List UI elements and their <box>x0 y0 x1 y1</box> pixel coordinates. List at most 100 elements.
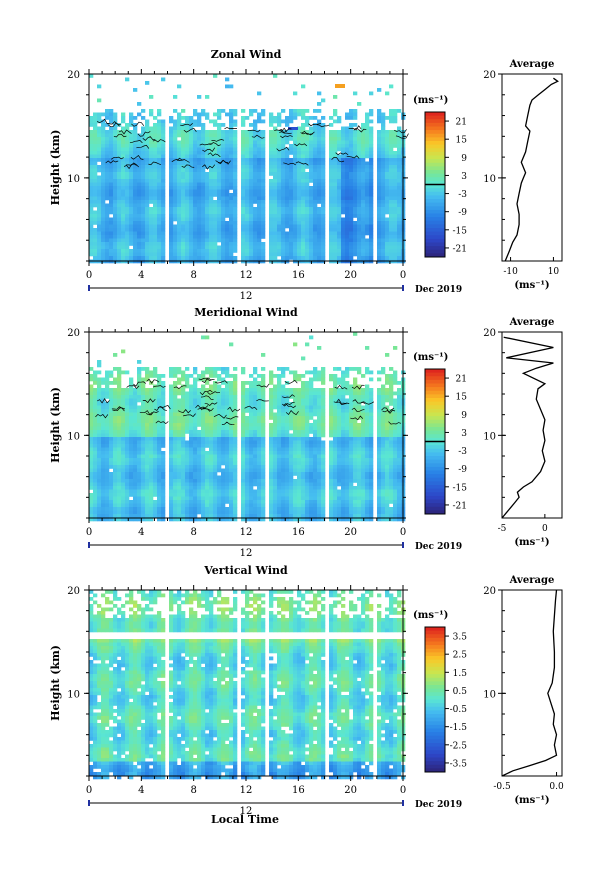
meridional-cell <box>173 426 178 431</box>
zonal-cell <box>369 186 374 190</box>
meridional-cell <box>225 419 230 424</box>
zonal-cell <box>337 133 342 138</box>
meridional-cell <box>109 440 114 445</box>
meridional-cell <box>133 409 138 413</box>
meridional-cell <box>213 507 218 511</box>
zonal-cell <box>213 256 218 260</box>
zonal-cell <box>365 165 370 169</box>
zonal-cell <box>337 228 342 232</box>
zonal-cell <box>113 221 118 225</box>
meridional-cell <box>161 493 166 497</box>
zonal-cell <box>153 144 158 148</box>
zonal-cell <box>349 245 354 250</box>
zonal-cell <box>133 144 138 148</box>
zonal-cell <box>149 112 154 117</box>
meridional-cell <box>229 342 234 347</box>
meridional-cell <box>189 398 194 403</box>
meridional-cell <box>105 426 110 431</box>
zonal-cell <box>181 235 186 239</box>
zonal-cell <box>273 245 278 250</box>
meridional-cell <box>197 395 202 399</box>
zonal-cell <box>153 252 158 257</box>
zonal-cell <box>181 196 186 201</box>
zonal-cell <box>357 210 362 215</box>
zonal-cell <box>129 231 134 236</box>
zonal-cell <box>205 161 210 166</box>
zonal-cell <box>385 130 390 134</box>
meridional-cell <box>201 479 206 483</box>
meridional-cell <box>249 486 254 490</box>
zonal-cell <box>253 165 258 169</box>
zonal-cell <box>353 154 358 159</box>
zonal-cell <box>309 231 314 236</box>
zonal-cell <box>133 193 138 197</box>
zonal-cell <box>117 207 122 211</box>
meridional-cell <box>105 454 110 459</box>
meridional-cell <box>145 517 150 522</box>
zonal-cell <box>197 130 202 134</box>
zonal-cell <box>321 242 326 246</box>
zonal-cell <box>349 221 354 225</box>
meridional-cell <box>133 395 138 399</box>
meridional-cell <box>153 514 158 518</box>
meridional-cell <box>221 451 226 455</box>
zonal-cell <box>181 116 186 120</box>
zonal-cell <box>141 242 146 246</box>
meridional-cell <box>149 517 154 522</box>
zonal-cell <box>369 112 374 117</box>
meridional-cell <box>173 416 178 420</box>
zonal-cell <box>393 256 398 260</box>
zonal-cell <box>289 228 294 232</box>
meridional-cell <box>197 510 202 515</box>
zonal-cell <box>317 189 322 194</box>
zonal-cell <box>277 130 282 134</box>
zonal-cell <box>125 140 130 145</box>
meridional-cell <box>177 489 182 494</box>
zonal-cell <box>297 242 302 246</box>
zonal-cell <box>381 214 386 218</box>
meridional-cell <box>113 367 118 371</box>
meridional-cell <box>233 458 238 462</box>
zonal-cell <box>117 158 122 162</box>
zonal-cell <box>201 235 206 239</box>
zonal-cell <box>329 151 334 155</box>
meridional-cell <box>241 367 246 371</box>
zonal-cell <box>273 249 278 253</box>
meridional-cell <box>133 493 138 497</box>
meridional-cell <box>213 367 218 371</box>
zonal-cell <box>341 200 346 204</box>
zonal-cell <box>369 137 374 141</box>
meridional-cell <box>97 472 102 476</box>
zonal-cell <box>337 130 342 134</box>
zonal-cell <box>221 151 226 155</box>
zonal-cell <box>317 245 322 250</box>
meridional-cell <box>157 465 162 469</box>
meridional-cell <box>157 423 162 427</box>
zonal-cell <box>145 179 150 183</box>
zonal-cell <box>197 235 202 239</box>
meridional-cell <box>181 472 186 476</box>
zonal-cell <box>313 193 318 197</box>
zonal-cell <box>301 165 306 169</box>
meridional-cell <box>105 388 110 392</box>
zonal-cell <box>257 210 262 215</box>
zonal-cell <box>101 196 106 201</box>
meridional-cell <box>121 426 126 431</box>
meridional-cell <box>253 384 258 389</box>
meridional-cell <box>125 503 130 508</box>
zonal-cell <box>277 133 282 138</box>
zonal-cell <box>337 179 342 183</box>
meridional-cell <box>105 444 110 448</box>
zonal-cell <box>133 224 138 229</box>
meridional-cell <box>133 514 138 518</box>
zonal-cell <box>269 165 274 169</box>
zonal-cell <box>213 140 218 145</box>
zonal-cell <box>253 126 258 131</box>
zonal-cell <box>97 165 102 169</box>
meridional-cell <box>141 507 146 511</box>
zonal-cell <box>209 154 214 159</box>
meridional-cell <box>93 416 98 420</box>
zonal-cell <box>385 210 390 215</box>
zonal-cell <box>277 147 282 152</box>
zonal-cell <box>333 140 338 145</box>
